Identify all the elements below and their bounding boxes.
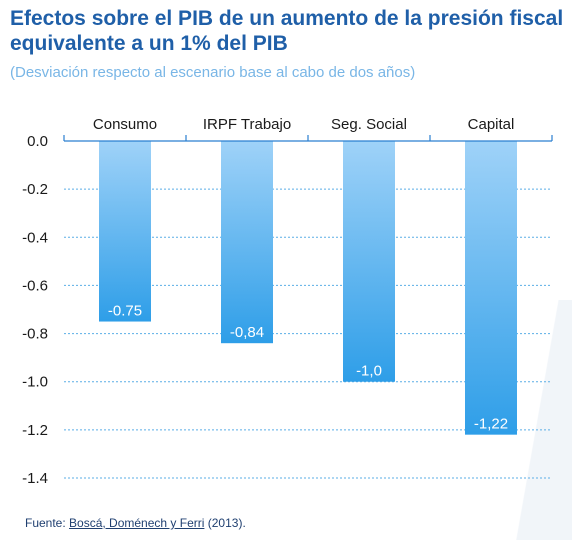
y-tick-label: -0.6: [22, 277, 48, 294]
y-tick-label: -1.0: [22, 374, 48, 391]
axes: [63, 135, 553, 142]
bars: [99, 141, 517, 435]
category-label: Seg. Social: [331, 116, 407, 133]
source-note: Fuente: Boscá, Doménech y Ferri (2013).: [25, 516, 246, 530]
y-tick-label: -0.8: [22, 326, 48, 343]
value-label: -1,22: [474, 416, 508, 433]
bar: [343, 141, 395, 382]
source-prefix: Fuente:: [25, 516, 70, 530]
value-label: -1,0: [356, 363, 382, 380]
y-tick-label: -1.4: [22, 470, 48, 487]
value-label: -0,84: [230, 324, 264, 341]
y-tick-label: -1.2: [22, 422, 48, 439]
bar: [221, 141, 273, 344]
y-tick-label: 0.0: [27, 133, 48, 150]
decorative-swoosh: [512, 300, 572, 540]
source-link[interactable]: Boscá, Doménech y Ferri: [69, 516, 205, 530]
y-tick-label: -0.4: [22, 229, 48, 246]
category-label: Capital: [468, 116, 515, 133]
value-label: -0.75: [108, 303, 142, 320]
bar-chart: 0.0 -0.2 -0.4 -0.6 -0.8 -1.0 -1.2 -1.4 -0.75 Cons…: [22, 116, 553, 487]
chart-title: Efectos sobre el PIB de un aumento de la…: [10, 7, 564, 55]
category-label: IRPF Trabajo: [203, 116, 291, 133]
y-tick-label: -0.2: [22, 181, 48, 198]
bar: [465, 141, 517, 435]
bar: [99, 141, 151, 322]
labels: 0.0 -0.2 -0.4 -0.6 -0.8 -1.0 -1.2 -1.4 -0.75 Cons…: [22, 116, 514, 487]
chart-subtitle: (Desviación respecto al escenario base a…: [10, 64, 416, 81]
category-label: Consumo: [93, 116, 157, 133]
source-suffix: (2013).: [204, 516, 246, 530]
